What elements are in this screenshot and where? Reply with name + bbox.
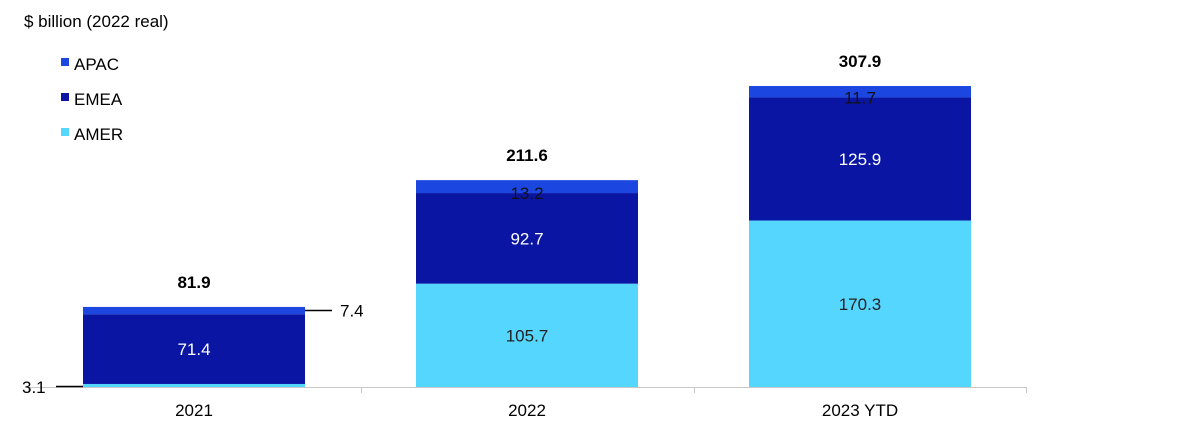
x-axis: 2021 2022 2023 YTD (28, 387, 1027, 420)
bar-apac-2021 (83, 306, 305, 315)
legend-swatch-amer (61, 128, 69, 136)
total-label: 307.9 (839, 52, 882, 71)
total-label: 211.6 (506, 146, 548, 165)
bar-apac-2023-ytd (749, 86, 971, 98)
x-tick-label: 2021 (175, 401, 213, 420)
legend-label-amer: AMER (74, 125, 123, 144)
data-label: 13.2 (510, 184, 543, 203)
x-tick-label: 2022 (508, 401, 546, 420)
x-tick-label: 2023 YTD (822, 401, 898, 420)
bar-emea-2022 (416, 193, 638, 284)
legend-swatch-apac (61, 58, 69, 66)
legend-label-apac: APAC (74, 55, 119, 74)
bar-amer-2023-ytd (749, 220, 971, 387)
bar-amer-2022 (416, 283, 638, 387)
bar-apac-2022 (416, 180, 638, 194)
data-label: 71.4 (177, 340, 210, 359)
legend-label-emea: EMEA (74, 90, 123, 109)
legend-swatch-emea (61, 93, 69, 101)
total-label: 81.9 (177, 273, 210, 292)
bar-emea-2021 (83, 314, 305, 384)
data-label: 125.9 (839, 150, 882, 169)
legend: APAC EMEA AMER (61, 55, 123, 144)
data-label: 7.4 (340, 302, 364, 321)
data-label: 170.3 (839, 295, 882, 314)
y-axis-title: $ billion (2022 real) (24, 12, 169, 31)
data-label: 11.7 (844, 88, 876, 107)
bar-emea-2023-ytd (749, 97, 971, 221)
data-label: 105.7 (506, 326, 549, 345)
data-label: 92.7 (510, 229, 543, 248)
bar-amer-2021 (83, 383, 305, 387)
bars (83, 86, 971, 387)
data-labels: 3.1 71.4 7.4 81.9 105.7 92.7 13.2 211.6 170.3 125… (22, 52, 881, 397)
data-label: 3.1 (22, 378, 46, 397)
